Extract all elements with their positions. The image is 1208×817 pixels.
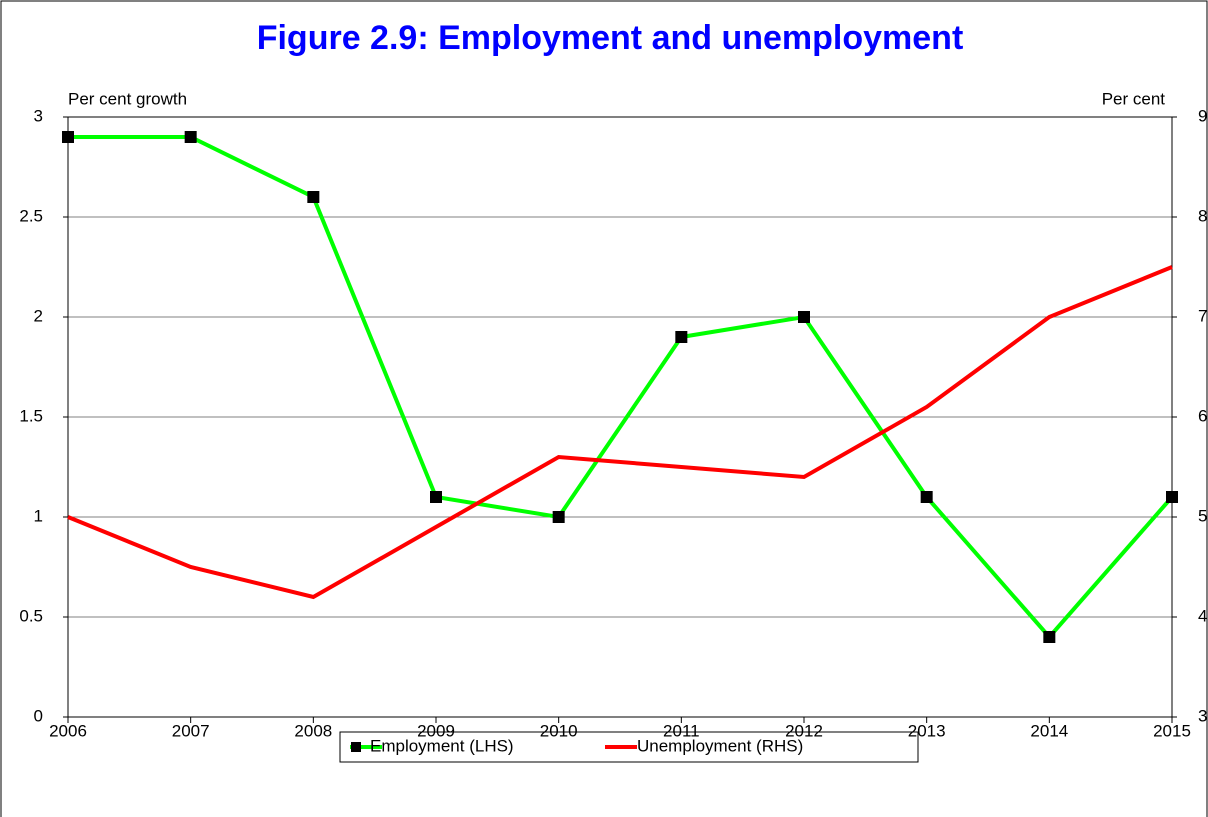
- y-axis-label: Per cent growth: [68, 89, 187, 108]
- x-tick-label: 2013: [908, 721, 946, 740]
- y-tick-label: 1.5: [19, 406, 43, 425]
- point-marker: [307, 191, 320, 203]
- point-marker: [184, 131, 197, 143]
- y2-tick-label: 4: [1198, 606, 1207, 625]
- y2-axis-label: Per cent: [1102, 89, 1166, 108]
- x-tick-label: 2006: [49, 721, 87, 740]
- x-tick-label: 2009: [417, 721, 455, 740]
- point-marker: [552, 511, 565, 523]
- y-tick-label: 3: [34, 106, 43, 125]
- legend-marker: [351, 742, 361, 752]
- legend-label: Employment (LHS): [370, 736, 514, 755]
- y-tick-label: 1: [34, 506, 43, 525]
- point-marker: [1166, 491, 1178, 503]
- legend-label: Unemployment (RHS): [637, 736, 803, 755]
- x-tick-label: 2015: [1153, 721, 1191, 740]
- y2-tick-label: 6: [1198, 406, 1207, 425]
- point-marker: [798, 311, 810, 323]
- x-tick-label: 2011: [663, 721, 700, 740]
- x-tick-label: 2010: [540, 721, 578, 740]
- chart-title: Figure 2.9: Employment and unemployment: [257, 19, 964, 57]
- y-tick-label: 0: [34, 706, 43, 725]
- series-line: [67, 265, 1173, 600]
- x-tick-label: 2008: [294, 721, 332, 740]
- point-marker: [62, 131, 74, 143]
- y2-tick-label: 7: [1198, 306, 1207, 325]
- y-tick-label: 0.5: [19, 606, 43, 625]
- series-line: [68, 135, 1174, 641]
- point-marker: [675, 331, 688, 343]
- y2-tick-label: 3: [1198, 706, 1207, 725]
- x-tick-label: 2012: [785, 721, 823, 740]
- y-tick-label: 2.5: [19, 206, 43, 225]
- x-tick-label: 2014: [1030, 721, 1068, 740]
- point-marker: [430, 491, 442, 503]
- y2-tick-label: 8: [1198, 206, 1207, 225]
- y-tick-label: 2: [34, 306, 43, 325]
- plot-area: [67, 116, 1173, 718]
- y2-tick-label: 9: [1198, 106, 1207, 125]
- x-tick-label: 2007: [172, 721, 210, 740]
- y2-tick-label: 5: [1198, 506, 1207, 525]
- point-marker: [1043, 631, 1056, 643]
- point-marker: [920, 491, 933, 503]
